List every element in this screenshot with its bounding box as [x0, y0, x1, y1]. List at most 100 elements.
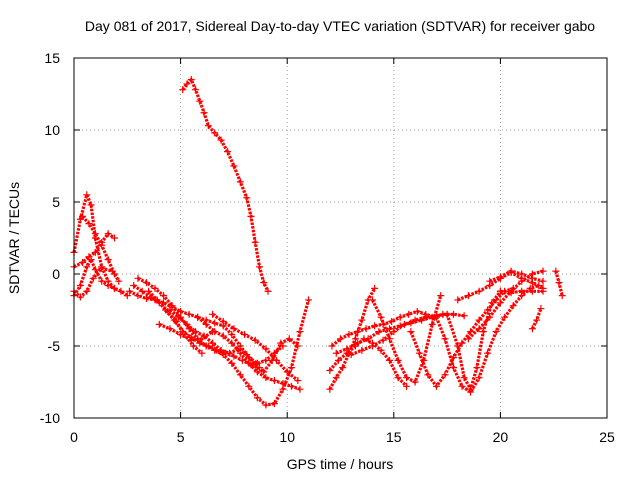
data-point — [85, 220, 93, 228]
data-point — [443, 310, 451, 318]
data-point — [187, 76, 195, 84]
data-point — [334, 356, 342, 364]
data-point — [368, 342, 376, 350]
series-trace — [350, 312, 448, 357]
data-point — [552, 267, 560, 275]
data-point — [283, 368, 291, 376]
y-axis-label: SDTVAR / TECUs — [6, 182, 22, 294]
data-point — [230, 325, 238, 333]
data-point — [454, 342, 462, 350]
data-point — [130, 282, 138, 290]
data-point — [264, 287, 272, 295]
data-point — [379, 336, 387, 344]
data-point — [189, 342, 197, 350]
data-point — [441, 335, 449, 343]
data-point — [394, 374, 402, 382]
data-point — [467, 385, 475, 393]
y-tick-label: -10 — [40, 410, 60, 426]
data-point — [386, 325, 394, 333]
data-point — [196, 339, 204, 347]
series-trace — [328, 337, 408, 388]
data-point — [224, 148, 232, 156]
series-trace — [72, 193, 129, 297]
data-point — [347, 351, 355, 359]
data-point — [166, 325, 174, 333]
series-trace — [371, 295, 443, 384]
data-point — [177, 330, 185, 338]
data-point — [358, 346, 366, 354]
axis-ticks: 0 5 10 15 20 25 -10 -5 0 5 10 15 — [40, 50, 615, 445]
series-trace — [434, 283, 540, 394]
data-point — [83, 263, 91, 271]
series-trace — [168, 308, 299, 374]
data-point — [183, 320, 191, 328]
data-point — [262, 356, 270, 364]
data-point — [394, 356, 402, 364]
data-point — [243, 351, 251, 359]
data-point — [486, 313, 494, 321]
data-point — [460, 374, 468, 382]
data-point — [475, 325, 483, 333]
data-point — [168, 302, 176, 310]
data-point — [79, 212, 87, 220]
data-point — [251, 336, 259, 344]
data-point — [362, 325, 370, 333]
data-point — [204, 342, 212, 350]
y-tick-label: 0 — [52, 266, 60, 282]
data-point — [262, 401, 270, 409]
series-trace — [158, 322, 214, 342]
data-point — [507, 267, 515, 275]
data-point — [194, 313, 202, 321]
data-point — [98, 277, 106, 285]
data-point — [509, 302, 517, 310]
data-point — [496, 273, 504, 281]
data-point — [245, 382, 253, 390]
data-point — [339, 364, 347, 372]
data-point — [555, 279, 563, 287]
data-point — [377, 313, 385, 321]
data-point — [287, 382, 295, 390]
data-point — [337, 335, 344, 343]
data-point — [125, 287, 133, 295]
data-point — [332, 374, 340, 382]
data-point — [211, 129, 219, 137]
series-trace — [467, 269, 544, 340]
data-point — [539, 267, 547, 275]
data-point — [479, 328, 487, 336]
data-point — [458, 382, 466, 390]
data-point — [196, 97, 204, 105]
data-point — [326, 366, 334, 374]
data-series — [70, 76, 566, 409]
data-point — [533, 316, 541, 324]
data-point — [262, 374, 270, 382]
data-point — [368, 296, 376, 304]
data-point — [228, 339, 236, 347]
data-point — [449, 310, 457, 318]
data-point — [403, 382, 411, 390]
data-point — [432, 313, 440, 321]
data-point — [407, 328, 415, 336]
data-point — [85, 253, 93, 261]
data-point — [537, 305, 545, 313]
data-point — [326, 385, 334, 393]
data-point — [179, 86, 187, 94]
data-point — [251, 361, 259, 369]
data-point — [241, 330, 249, 338]
data-point — [558, 292, 566, 300]
data-point — [441, 371, 449, 379]
data-point — [166, 306, 174, 314]
data-point — [198, 349, 206, 357]
data-point — [305, 296, 313, 304]
data-point — [104, 230, 112, 238]
data-point — [518, 270, 526, 278]
series-trace — [500, 289, 543, 295]
series-trace — [457, 271, 544, 302]
data-point — [253, 394, 261, 402]
data-point — [424, 371, 432, 379]
y-tick-label: 10 — [44, 122, 60, 138]
data-point — [458, 339, 466, 347]
series-trace — [489, 269, 544, 283]
data-point — [260, 279, 268, 287]
series-track-29 — [552, 267, 566, 300]
x-tick-label: 20 — [493, 429, 509, 445]
